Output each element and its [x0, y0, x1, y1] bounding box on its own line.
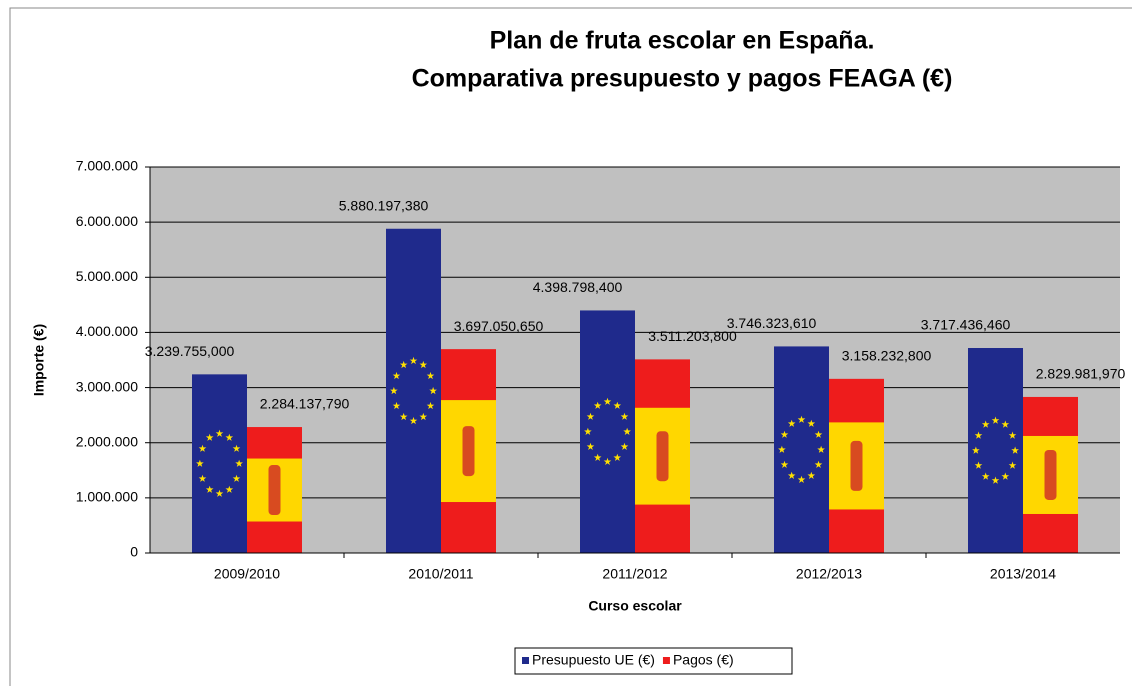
flag-star [390, 386, 398, 395]
flag-star [225, 485, 234, 493]
flag-star [232, 444, 241, 452]
legend-label: Presupuesto UE (€) [532, 652, 655, 668]
x-tick-label: 2011/2012 [602, 566, 667, 582]
flag-star [429, 386, 437, 395]
flag-star [974, 431, 983, 439]
x-tick-label: 2009/2010 [214, 566, 280, 582]
flag-star [235, 459, 243, 467]
flag-star [613, 453, 622, 461]
legend-box [514, 647, 793, 675]
data-label: 4.398.798,400 [533, 279, 623, 295]
flag-emblem [462, 426, 475, 477]
flag-star [807, 471, 816, 479]
flag-star [1008, 461, 1017, 469]
flag-star [409, 416, 418, 425]
flag-star [1008, 431, 1017, 439]
flag-star [981, 420, 990, 428]
flag-star [392, 401, 401, 410]
legend-label: Pagos (€) [673, 652, 734, 668]
data-label: 2.284.137,790 [260, 396, 350, 412]
flag-star [215, 429, 224, 437]
x-tick-label: 2010/2011 [408, 566, 473, 582]
flag-star [981, 472, 990, 480]
flag-star [198, 444, 207, 452]
flag-star [198, 474, 207, 482]
data-label: 3.239.755,000 [145, 343, 235, 359]
flag-star [584, 427, 592, 435]
flag-star [196, 459, 204, 467]
flag-star [586, 412, 595, 420]
flag-star [787, 471, 796, 479]
flag-star [620, 442, 629, 450]
flag-star [392, 371, 401, 380]
chart-title: Comparativa presupuesto y pagos FEAGA (€… [412, 65, 953, 93]
flag-star [603, 457, 612, 465]
y-tick-label: 7.000.000 [76, 158, 138, 174]
flag-star [974, 461, 983, 469]
flag-star [1011, 446, 1019, 454]
flag-emblem [268, 465, 281, 516]
flag-star [778, 445, 786, 453]
y-axis-label: Importe (€) [31, 324, 47, 396]
flag-star [593, 453, 602, 461]
data-label: 3.717.436,460 [921, 317, 1011, 333]
flag-star [787, 419, 796, 427]
y-tick-label: 3.000.000 [76, 378, 138, 394]
flag-star [780, 430, 789, 438]
y-tick-label: 6.000.000 [76, 213, 138, 229]
flag-star [613, 401, 622, 409]
flag-star [814, 460, 823, 468]
flag-star [972, 446, 980, 454]
y-tick-label: 0 [130, 544, 138, 560]
flag-star [399, 412, 408, 421]
flag-star [225, 433, 234, 441]
data-label: 3.746.323,610 [727, 315, 817, 331]
flag-star [426, 371, 435, 380]
y-tick-label: 5.000.000 [76, 268, 138, 284]
chart-title: Plan de fruta escolar en España. [490, 27, 875, 55]
flag-star [780, 460, 789, 468]
legend-swatch [662, 657, 670, 664]
flag-star [409, 356, 418, 365]
flag-star [1001, 420, 1010, 428]
data-label: 3.511.203,800 [648, 328, 737, 344]
flag-star [399, 360, 408, 369]
x-tick-label: 2012/2013 [796, 566, 862, 582]
x-axis-label: Curso escolar [588, 598, 682, 614]
flag-star [205, 485, 214, 493]
flag-star [797, 475, 806, 483]
flag-star [623, 427, 631, 435]
y-tick-label: 2.000.000 [76, 433, 138, 449]
flag-star [620, 412, 629, 420]
x-tick-label: 2013/2014 [990, 566, 1056, 582]
flag-star [814, 430, 823, 438]
flag-star [807, 419, 816, 427]
flag-star [419, 360, 428, 369]
flag-star [232, 474, 241, 482]
flag-star [603, 397, 612, 405]
flag-star [1001, 472, 1010, 480]
y-tick-label: 4.000.000 [76, 323, 138, 339]
data-label: 2.829.981,970 [1036, 366, 1126, 382]
flag-star [205, 433, 214, 441]
data-label: 3.158.232,800 [842, 348, 932, 364]
y-tick-label: 1.000.000 [76, 489, 138, 505]
flag-star [215, 489, 224, 497]
legend-swatch [522, 657, 529, 664]
data-label: 3.697.050,650 [454, 318, 544, 334]
flag-star [586, 442, 595, 450]
flag-star [426, 401, 435, 410]
flag-emblem [656, 431, 669, 482]
flag-star [593, 401, 602, 409]
flag-star [797, 415, 806, 423]
flag-emblem [850, 440, 863, 491]
data-label: 5.880.197,380 [339, 197, 429, 213]
flag-star [991, 416, 1000, 424]
flag-star [991, 476, 1000, 484]
flag-star [817, 445, 825, 453]
flag-emblem [1044, 449, 1057, 500]
flag-star [419, 412, 428, 421]
